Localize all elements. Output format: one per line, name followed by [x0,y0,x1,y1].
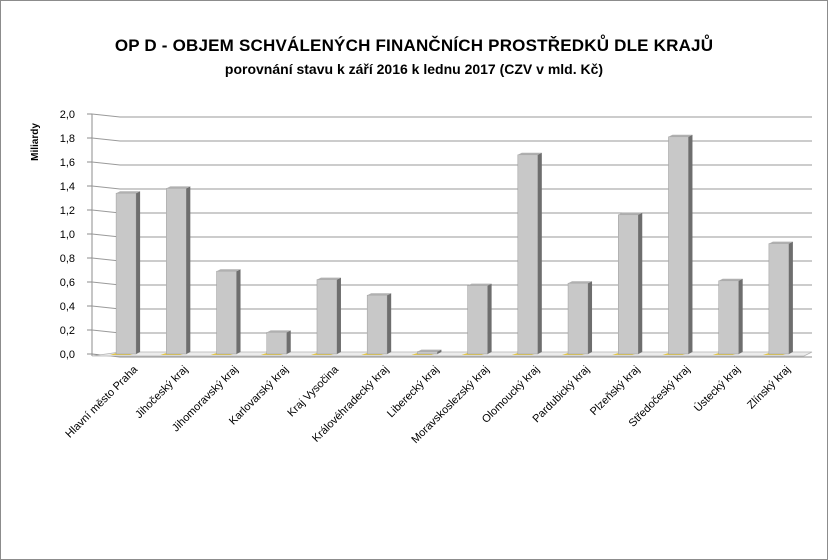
bar-top [467,283,492,286]
x-tick-label: Plzeňský kraj [588,364,642,418]
bar-side [186,186,191,354]
bar-side [336,277,341,354]
x-tick-label: Liberecký kraj [385,364,441,420]
bar-side [788,241,793,354]
bar-top [166,186,191,189]
y-tick-label: 0,6 [60,277,75,289]
bar-top [367,293,392,296]
gridline [91,185,812,190]
bar-side [738,278,743,354]
y-tick-label: 1,2 [60,205,75,217]
bar-top [668,134,693,137]
bar [316,279,338,355]
x-tick-label: Ústecký kraj [691,363,743,415]
y-tick-label: 2,0 [60,109,75,121]
bar [467,285,488,355]
bar-top [618,212,643,215]
bar [216,270,237,355]
bar [718,280,739,355]
bar-side [588,281,593,354]
y-tick-label: 0,2 [60,325,75,337]
x-tick-label: Jihočeský kraj [133,364,190,421]
y-tick-labels: 0,0 0,2 0,4 0,6 0,8 1,0 1,2 1,4 1,6 1,8 2,0 [60,109,75,361]
gridline [91,113,812,118]
bar-top [316,277,341,280]
x-tick-label: Hlavní město Praha [63,363,140,440]
y-tick-label: 1,6 [60,157,75,169]
bar [618,214,639,355]
floor-plane [91,351,813,357]
bar [366,294,388,355]
bar [417,351,438,355]
bar-top [568,281,593,284]
bars [110,134,793,355]
gridline [91,161,812,166]
y-tick-label: 1,8 [60,133,75,145]
x-tick-label: Zlínský kraj [745,364,793,412]
bar-side [537,152,542,354]
y-tick-label: 0,8 [60,253,75,265]
gridline [91,257,812,262]
gridline [91,233,812,238]
bar-side [487,283,492,354]
y-axis-label: Miliardy [30,123,41,161]
x-tick-label: Kraj Vysočina [285,363,341,419]
chart-subtitle: porovnání stavu k září 2016 k lednu 2017… [224,61,604,77]
bar-top [216,269,241,272]
bar [768,243,790,355]
bar-side [136,191,141,354]
bar-top [718,278,743,281]
chart-floor [91,351,813,357]
gridline [91,137,812,142]
bar [266,332,287,355]
bar-side [688,134,693,354]
bar [567,282,589,355]
bar-top [266,330,291,333]
bar-top [768,241,793,244]
gridline [91,281,812,286]
gridline [91,305,812,310]
bar [166,188,187,355]
bar-side [387,293,392,354]
grid [87,113,812,358]
bar-side [236,269,241,354]
bar-top [116,191,141,194]
bar-side [638,212,643,354]
gridline [91,209,812,214]
y-tick-label: 1,4 [60,181,75,193]
bar-side [437,349,442,354]
y-tick-label: 0,4 [60,301,75,313]
chart-title: OP D - OBJEM SCHVÁLENÝCH FINANČNÍCH PROS… [114,36,714,55]
bar [668,136,689,355]
gridline [91,329,812,334]
bar-top [417,349,442,352]
y-tick-label: 1,0 [60,229,75,241]
bar [517,154,539,355]
bar-side [286,330,291,354]
y-tick-label: 0,0 [60,349,75,361]
bar-top [517,152,542,155]
bar [115,192,137,355]
